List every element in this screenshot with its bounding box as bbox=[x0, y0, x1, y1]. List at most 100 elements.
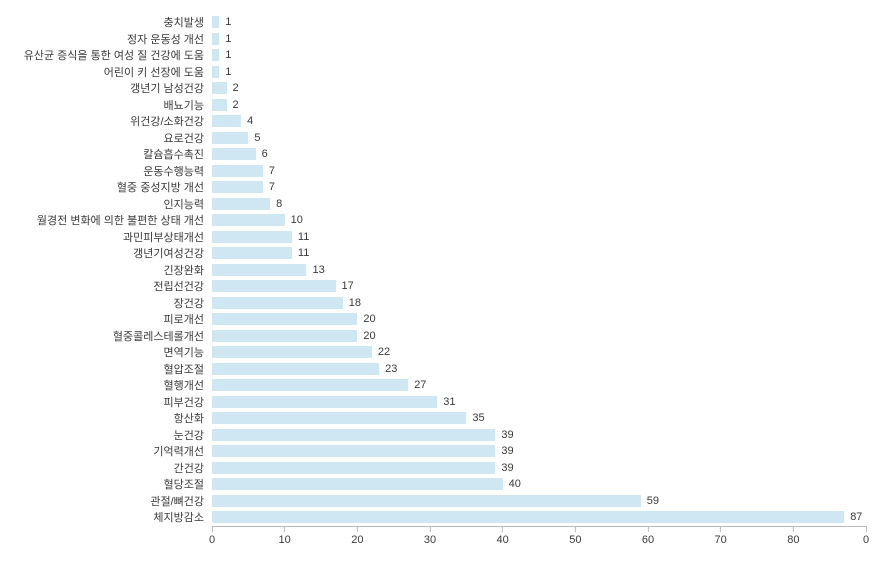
value-label: 87 bbox=[850, 511, 862, 523]
tick-mark bbox=[357, 526, 358, 532]
category-label: 장건강 bbox=[0, 295, 212, 311]
bar-wrap: 20 bbox=[212, 328, 896, 345]
value-label: 5 bbox=[254, 132, 260, 144]
x-tick: 0 bbox=[863, 526, 869, 546]
value-label: 1 bbox=[225, 66, 231, 78]
category-label: 갱년기여성건강 bbox=[0, 245, 212, 261]
value-label: 8 bbox=[276, 198, 282, 210]
bar-wrap: 18 bbox=[212, 295, 896, 312]
category-label: 간건강 bbox=[0, 460, 212, 476]
bar-row: 긴장완화13 bbox=[0, 262, 896, 279]
bar-wrap: 10 bbox=[212, 212, 896, 229]
tick-mark bbox=[575, 526, 576, 532]
bar bbox=[212, 214, 285, 226]
value-label: 6 bbox=[262, 148, 268, 160]
bar-wrap: 8 bbox=[212, 196, 896, 213]
tick-label: 0 bbox=[209, 534, 215, 546]
bar-row: 피로개선20 bbox=[0, 311, 896, 328]
bar-row: 정자 운동성 개선1 bbox=[0, 31, 896, 48]
value-label: 2 bbox=[233, 99, 239, 111]
bar-row: 장건강 18 bbox=[0, 295, 896, 312]
tick-mark bbox=[793, 526, 794, 532]
value-label: 20 bbox=[363, 330, 375, 342]
category-label: 기억력개선 bbox=[0, 443, 212, 459]
category-label: 충치발생 bbox=[0, 14, 212, 30]
value-label: 1 bbox=[225, 16, 231, 28]
tick-label: 50 bbox=[569, 534, 581, 546]
bar-row: 기억력개선39 bbox=[0, 443, 896, 460]
bar-wrap: 17 bbox=[212, 278, 896, 295]
value-label: 13 bbox=[312, 264, 324, 276]
bar-wrap: 6 bbox=[212, 146, 896, 163]
value-label: 4 bbox=[247, 115, 253, 127]
tick-mark bbox=[284, 526, 285, 532]
value-label: 22 bbox=[378, 346, 390, 358]
bar-wrap: 4 bbox=[212, 113, 896, 130]
tick-mark bbox=[866, 526, 867, 532]
bar-row: 과민피부상태개선 11 bbox=[0, 229, 896, 246]
category-label: 면역기능 bbox=[0, 344, 212, 360]
bar bbox=[212, 115, 241, 127]
value-label: 35 bbox=[472, 412, 484, 424]
bar bbox=[212, 247, 292, 259]
bar bbox=[212, 280, 336, 292]
bar bbox=[212, 132, 248, 144]
bar-wrap: 22 bbox=[212, 344, 896, 361]
category-label: 과민피부상태개선 bbox=[0, 229, 212, 245]
x-tick: 70 bbox=[715, 526, 727, 546]
x-tick: 60 bbox=[642, 526, 654, 546]
value-label: 40 bbox=[509, 478, 521, 490]
bar bbox=[212, 181, 263, 193]
bar-row: 눈건강39 bbox=[0, 427, 896, 444]
bar-wrap: 1 bbox=[212, 47, 896, 64]
horizontal-bar-chart: 충치발생1정자 운동성 개선1유산균 증식을 통한 여성 질 건강에 도움1어린… bbox=[0, 0, 896, 563]
bar-row: 간건강39 bbox=[0, 460, 896, 477]
category-label: 유산균 증식을 통한 여성 질 건강에 도움 bbox=[0, 47, 212, 63]
value-label: 27 bbox=[414, 379, 426, 391]
value-label: 11 bbox=[298, 247, 309, 259]
value-label: 7 bbox=[269, 181, 275, 193]
value-label: 11 bbox=[298, 231, 309, 243]
bar-row: 전립선건강 17 bbox=[0, 278, 896, 295]
tick-label: 80 bbox=[787, 534, 799, 546]
x-tick: 30 bbox=[424, 526, 436, 546]
category-label: 항산화 bbox=[0, 410, 212, 426]
tick-mark bbox=[212, 526, 213, 532]
bar bbox=[212, 379, 408, 391]
bar-wrap: 11 bbox=[212, 245, 896, 262]
bar bbox=[212, 82, 227, 94]
category-label: 월경전 변화에 의한 불편한 상태 개선 bbox=[0, 212, 212, 228]
category-label: 전립선건강 bbox=[0, 278, 212, 294]
x-axis: 010203040506070800 bbox=[212, 526, 866, 550]
category-label: 어린이 키 선장에 도움 bbox=[0, 64, 212, 80]
bar-row: 어린이 키 선장에 도움 1 bbox=[0, 64, 896, 81]
category-label: 갱년기 남성건강 bbox=[0, 80, 212, 96]
bar-wrap: 31 bbox=[212, 394, 896, 411]
category-label: 혈중콜레스테롤개선 bbox=[0, 328, 212, 344]
bar bbox=[212, 66, 219, 78]
value-label: 18 bbox=[349, 297, 361, 309]
bar bbox=[212, 33, 219, 45]
bar bbox=[212, 346, 372, 358]
category-label: 배뇨기능 bbox=[0, 97, 212, 113]
bar bbox=[212, 313, 357, 325]
value-label: 39 bbox=[501, 429, 513, 441]
value-label: 2 bbox=[233, 82, 239, 94]
bar-row: 체지방감소87 bbox=[0, 509, 896, 526]
bar-rows: 충치발생1정자 운동성 개선1유산균 증식을 통한 여성 질 건강에 도움1어린… bbox=[0, 14, 896, 526]
bar-wrap: 7 bbox=[212, 179, 896, 196]
category-label: 피부건강 bbox=[0, 394, 212, 410]
bar-row: 혈중콜레스테롤개선 20 bbox=[0, 328, 896, 345]
bar-row: 갱년기 남성건강 2 bbox=[0, 80, 896, 97]
category-label: 칼슘흡수촉진 bbox=[0, 146, 212, 162]
bar-row: 피부건강 31 bbox=[0, 394, 896, 411]
value-label: 17 bbox=[342, 280, 354, 292]
bar-wrap: 2 bbox=[212, 80, 896, 97]
category-label: 혈압조절 bbox=[0, 361, 212, 377]
bar-wrap: 1 bbox=[212, 14, 896, 31]
bar bbox=[212, 495, 641, 507]
bar-wrap: 59 bbox=[212, 493, 896, 510]
bar-row: 혈당조절40 bbox=[0, 476, 896, 493]
value-label: 10 bbox=[291, 214, 303, 226]
value-label: 31 bbox=[443, 396, 455, 408]
